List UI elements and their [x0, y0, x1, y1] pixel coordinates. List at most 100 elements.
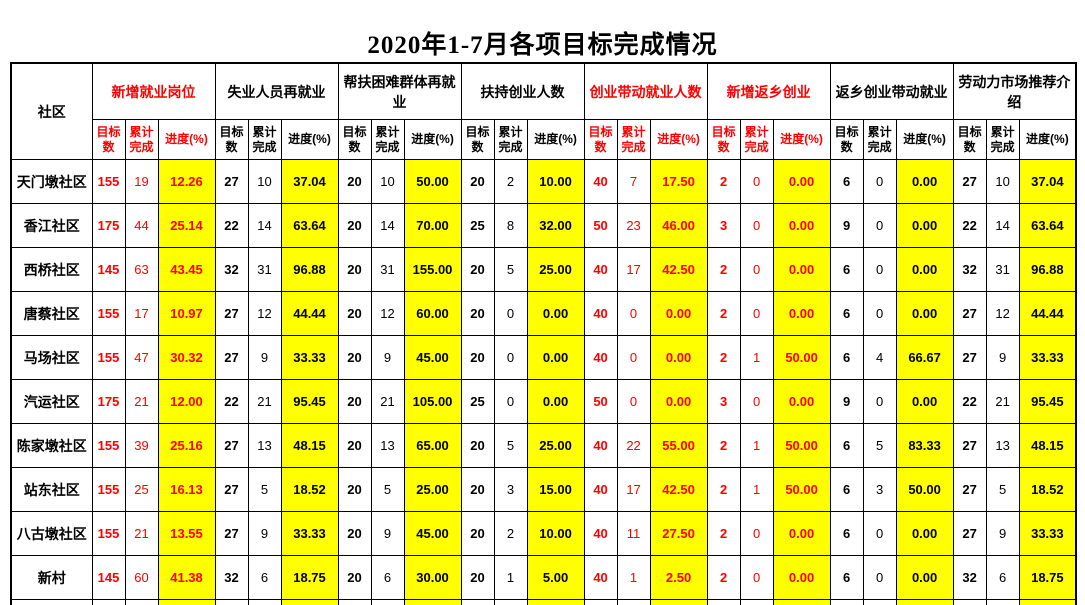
partial-cell	[157, 599, 216, 605]
progress-cell: 25.00	[403, 467, 462, 512]
partial-cell	[739, 599, 774, 605]
target-cell: 2	[706, 467, 741, 512]
progress-cell: 0.00	[895, 511, 954, 556]
cumulative-cell: 21	[370, 379, 405, 424]
progress-cell: 46.00	[649, 203, 708, 248]
progress-cell: 25.14	[157, 203, 216, 248]
target-cell: 175	[91, 379, 126, 424]
target-cell: 50	[583, 379, 618, 424]
community-name: 唐蔡社区	[10, 291, 93, 336]
partial-cell	[337, 599, 372, 605]
partial-cell	[493, 599, 528, 605]
cumulative-cell: 6	[247, 555, 282, 600]
target-cell: 20	[460, 511, 495, 556]
community-name: 天门墩社区	[10, 159, 93, 204]
cumulative-cell: 23	[616, 203, 651, 248]
target-cell: 25	[460, 203, 495, 248]
target-cell: 20	[337, 335, 372, 380]
progress-cell: 0.00	[895, 555, 954, 600]
sub-header-cumulative: 累计 完成	[493, 119, 528, 160]
cumulative-cell: 0	[739, 247, 774, 292]
progress-cell: 0.00	[772, 247, 831, 292]
target-cell: 40	[583, 423, 618, 468]
progress-cell: 63.64	[1018, 203, 1077, 248]
cumulative-cell: 0	[862, 203, 897, 248]
progress-cell: 96.88	[1018, 247, 1077, 292]
progress-cell: 0.00	[895, 203, 954, 248]
cumulative-cell: 12	[985, 291, 1020, 336]
progress-cell: 33.33	[1018, 511, 1077, 556]
cumulative-cell: 7	[616, 159, 651, 204]
targets-table: 社区 新增就业岗位 失业人员再就业 帮扶困难群体再就业 扶持创业人数 创业带动就业人数新…	[10, 62, 1078, 605]
target-cell: 6	[829, 511, 864, 556]
progress-cell: 18.75	[280, 555, 339, 600]
partial-cell	[526, 599, 585, 605]
sub-header-progress: 进度(%)	[895, 119, 954, 160]
table-row: 站东社区 155 25 16.13 27 5 18.52 20 5 25.00 20 3 15.00 40…	[10, 467, 1077, 512]
target-cell: 20	[337, 247, 372, 292]
target-cell: 155	[91, 423, 126, 468]
target-cell: 50	[583, 203, 618, 248]
table-row: 新村 145 60 41.38 32 6 18.75 20 6 30.00 20 1 5.00 40 1 2.…	[10, 555, 1077, 600]
progress-cell: 12.26	[157, 159, 216, 204]
target-cell: 20	[460, 247, 495, 292]
target-cell: 22	[214, 203, 249, 248]
target-cell: 6	[829, 291, 864, 336]
table-row: 唐蔡社区 155 17 10.97 27 12 44.44 20 12 60.00 20 0 0.00 4…	[10, 291, 1077, 336]
table-row: 八古墩社区 155 21 13.55 27 9 33.33 20 9 45.00 20 2 10.00 4…	[10, 511, 1077, 556]
progress-cell: 50.00	[403, 159, 462, 204]
target-cell: 40	[583, 555, 618, 600]
partial-cell	[772, 599, 831, 605]
cumulative-cell: 9	[370, 335, 405, 380]
target-cell: 20	[337, 555, 372, 600]
partial-cell	[862, 599, 897, 605]
progress-cell: 37.04	[280, 159, 339, 204]
target-cell: 155	[91, 511, 126, 556]
progress-cell: 25.00	[526, 247, 585, 292]
progress-cell: 0.00	[649, 291, 708, 336]
target-cell: 25	[460, 379, 495, 424]
target-cell: 22	[952, 203, 987, 248]
target-cell: 155	[91, 159, 126, 204]
progress-cell: 2.50	[649, 555, 708, 600]
cumulative-cell: 0	[739, 555, 774, 600]
target-cell: 2	[706, 247, 741, 292]
progress-cell: 18.52	[280, 467, 339, 512]
cumulative-cell: 1	[739, 467, 774, 512]
target-cell: 32	[214, 247, 249, 292]
group-header: 劳动力市场推荐介绍	[952, 62, 1077, 120]
cumulative-cell: 3	[493, 467, 528, 512]
progress-cell: 18.75	[1018, 555, 1077, 600]
progress-cell: 25.16	[157, 423, 216, 468]
cumulative-cell: 0	[862, 159, 897, 204]
cumulative-cell: 9	[370, 511, 405, 556]
progress-cell: 25.00	[526, 423, 585, 468]
progress-cell: 0.00	[895, 291, 954, 336]
group-header: 创业带动就业人数	[583, 62, 708, 120]
partial-cell	[403, 599, 462, 605]
progress-cell: 63.64	[280, 203, 339, 248]
progress-cell: 96.88	[280, 247, 339, 292]
cumulative-cell: 31	[247, 247, 282, 292]
cumulative-cell: 5	[862, 423, 897, 468]
partial-cell	[895, 599, 954, 605]
target-cell: 27	[952, 423, 987, 468]
cumulative-cell: 31	[370, 247, 405, 292]
progress-cell: 42.50	[649, 467, 708, 512]
group-header: 扶持创业人数	[460, 62, 585, 120]
progress-cell: 32.00	[526, 203, 585, 248]
progress-cell: 5.00	[526, 555, 585, 600]
cumulative-cell: 0	[616, 291, 651, 336]
progress-cell: 33.33	[280, 511, 339, 556]
group-header: 新增返乡创业	[706, 62, 831, 120]
cumulative-cell: 17	[616, 247, 651, 292]
cumulative-cell: 17	[124, 291, 159, 336]
partial-cell	[214, 599, 249, 605]
sub-header-cumulative: 累计 完成	[247, 119, 282, 160]
community-name: 新村	[10, 555, 93, 600]
target-cell: 27	[952, 159, 987, 204]
table-row: 西桥社区 145 63 43.45 32 31 96.88 20 31 155.00 20 5 25.0…	[10, 247, 1077, 292]
group-header: 新增就业岗位	[91, 62, 216, 120]
progress-cell: 0.00	[772, 379, 831, 424]
partial-cell	[616, 599, 651, 605]
